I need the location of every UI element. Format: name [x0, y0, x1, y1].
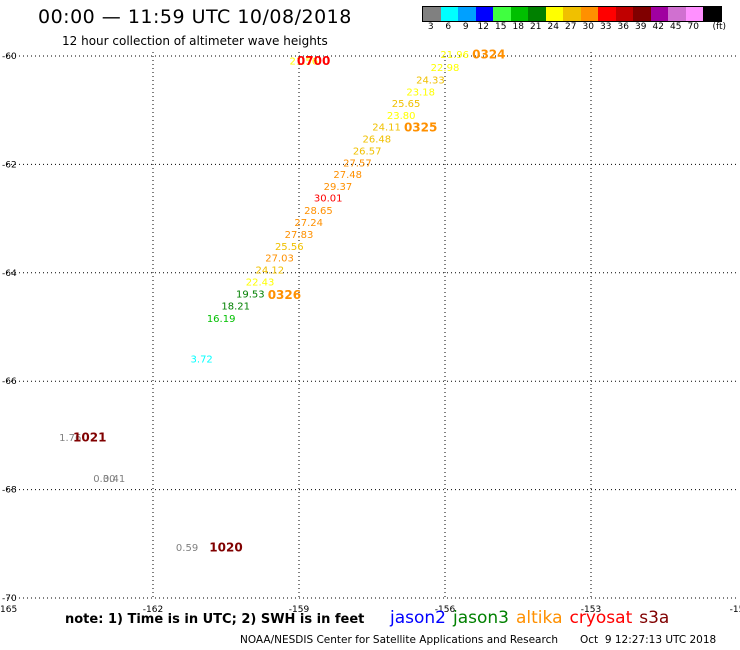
wave-height-label: 19.53 — [236, 289, 265, 300]
wave-height-label: 24.12 — [255, 266, 284, 277]
wave-height-label: 26.57 — [353, 146, 382, 157]
wave-height-label: 27.24 — [294, 218, 323, 229]
x-tick-label: -165 — [0, 605, 17, 612]
pass-time-label: 0700 — [297, 54, 330, 68]
satellite-legend-entry: s3a — [639, 608, 669, 628]
x-tick-label: -162 — [143, 605, 163, 612]
y-tick-label: -64 — [2, 269, 17, 279]
y-tick-label: -62 — [2, 160, 17, 170]
wave-height-label: 22.43 — [246, 278, 275, 289]
x-tick-label: -159 — [289, 605, 310, 612]
satellite-legend-entry: altika — [516, 608, 563, 628]
y-tick-label: -66 — [2, 377, 17, 387]
pass-time-label: 1021 — [73, 431, 106, 445]
y-tick-label: -68 — [2, 486, 17, 496]
wave-height-label: 24.33 — [416, 75, 445, 86]
map-plot: -60-62-64-66-68-70-165-162-159-156-153-1… — [0, 0, 740, 612]
credit-timestamp: Oct 9 12:27:13 UTC 2018 — [580, 634, 716, 646]
wave-height-label: 0.59 — [176, 543, 198, 554]
credit-text: NOAA/NESDIS Center for Satellite Applica… — [240, 634, 558, 646]
y-tick-label: -60 — [2, 52, 17, 62]
footnote: note: 1) Time is in UTC; 2) SWH is in fe… — [65, 612, 364, 627]
wave-height-label: 21.96 — [440, 50, 469, 61]
wave-height-label: 22.98 — [431, 63, 460, 74]
wave-height-label: 24.11 — [372, 123, 401, 134]
satellite-legend-entry: jason2 — [390, 608, 446, 628]
wave-height-label: 29.37 — [324, 182, 353, 193]
pass-time-label: 0326 — [268, 288, 301, 302]
wave-height-label: 16.19 — [207, 314, 236, 325]
wave-height-label: 26.48 — [363, 134, 392, 145]
x-tick-label: -15 — [730, 605, 740, 612]
wave-height-label: 25.56 — [275, 242, 304, 253]
pass-time-label: 0325 — [404, 121, 437, 135]
pass-time-label: 0324 — [472, 47, 505, 61]
wave-height-label: 23.18 — [406, 87, 435, 98]
wave-height-label: 28.65 — [304, 206, 333, 217]
wave-height-label: 25.65 — [392, 99, 421, 110]
wave-height-label: 27.48 — [333, 170, 362, 181]
wave-height-label: 27.57 — [343, 158, 372, 169]
wave-height-label: 27.03 — [265, 254, 294, 265]
y-tick-label: -70 — [2, 594, 17, 604]
pass-time-label: 1020 — [209, 541, 242, 555]
wave-height-label: 3.72 — [191, 355, 213, 366]
satellite-legend-entry: jason3 — [453, 608, 509, 628]
satellite-legend-entry: cryosat — [570, 608, 633, 628]
wave-height-label: 27.83 — [285, 230, 314, 241]
wave-height-label: 18.21 — [221, 301, 250, 312]
wave-height-label: 30.01 — [314, 194, 343, 205]
satellite-legend: jason2 jason3 altika cryosat s3a — [390, 608, 676, 628]
wave-height-label: 0.41 — [103, 474, 125, 485]
